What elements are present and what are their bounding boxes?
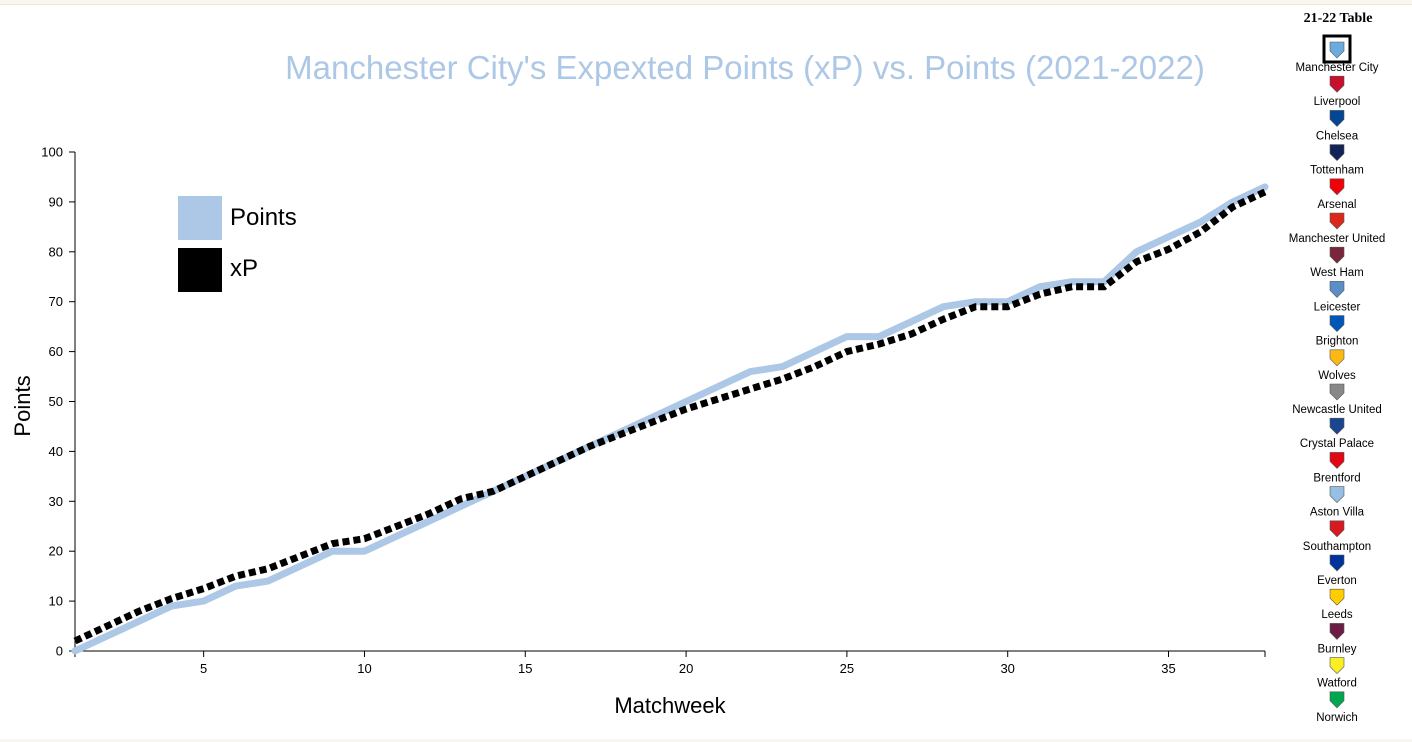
x-tick-label: 30 xyxy=(1000,661,1014,676)
team-item[interactable]: Tottenham xyxy=(1310,144,1364,177)
team-item[interactable]: Crystal Palace xyxy=(1300,417,1374,450)
man-united-badge-icon xyxy=(1329,212,1345,230)
brentford-badge-icon xyxy=(1329,452,1345,469)
team-item[interactable]: Aston Villa xyxy=(1310,486,1365,519)
team-name: Southampton xyxy=(1303,541,1371,553)
southampton-badge-icon xyxy=(1329,520,1345,538)
team-item[interactable]: Leeds xyxy=(1321,588,1353,621)
series-line-points xyxy=(71,183,1269,655)
leeds-badge-icon xyxy=(1329,588,1345,606)
team-item[interactable]: Chelsea xyxy=(1316,110,1359,142)
xp-vs-points-chart: Manchester City's Expexted Points (xP) v… xyxy=(10,11,1386,724)
team-item[interactable]: West Ham xyxy=(1310,246,1364,279)
legend-label-points: Points xyxy=(230,204,297,231)
chart-frame: Manchester City's Expexted Points (xP) v… xyxy=(0,4,1412,739)
y-axis-label: Points xyxy=(10,375,35,436)
liverpool-badge-icon xyxy=(1329,75,1345,93)
chelsea-badge-icon xyxy=(1329,110,1345,127)
data-lines xyxy=(71,183,1269,655)
team-name: Aston Villa xyxy=(1310,507,1365,519)
team-item[interactable]: Southampton xyxy=(1303,520,1371,553)
y-tick-label: 70 xyxy=(49,294,63,309)
team-item[interactable]: Brighton xyxy=(1316,315,1359,348)
y-tick-label: 10 xyxy=(49,594,63,609)
y-tick-label: 90 xyxy=(49,194,63,209)
team-name: Arsenal xyxy=(1318,199,1357,211)
team-name: Manchester United xyxy=(1289,233,1386,245)
x-tick-label: 25 xyxy=(840,661,854,676)
team-name: Watford xyxy=(1317,678,1357,690)
tottenham-badge-icon xyxy=(1329,144,1345,162)
burnley-badge-icon xyxy=(1329,623,1345,640)
aston-villa-badge-icon xyxy=(1329,486,1345,504)
team-name: Brighton xyxy=(1316,336,1359,348)
y-tick-label: 30 xyxy=(49,494,63,509)
y-tick-label: 80 xyxy=(49,244,63,259)
x-tick-label: 10 xyxy=(357,661,371,676)
league-table: 21-22 Table Manchester City Liverpool Chel… xyxy=(1289,11,1386,724)
team-item[interactable]: Manchester City xyxy=(1295,34,1379,74)
team-name: Liverpool xyxy=(1314,96,1361,108)
team-item[interactable]: Liverpool xyxy=(1314,75,1361,108)
y-tick-label: 0 xyxy=(56,644,63,659)
team-item[interactable]: Wolves xyxy=(1318,349,1356,382)
x-tick-label: 35 xyxy=(1161,661,1175,676)
team-name: Wolves xyxy=(1318,370,1356,382)
x-axis-label: Matchweek xyxy=(614,693,726,718)
y-tick-label: 100 xyxy=(41,145,63,160)
arsenal-badge-icon xyxy=(1329,178,1345,196)
crystal-palace-badge-icon xyxy=(1329,417,1345,435)
team-name: Brentford xyxy=(1313,472,1360,484)
wolves-badge-icon xyxy=(1329,349,1345,367)
table-title: 21-22 Table xyxy=(1304,11,1373,26)
legend: Points xP xyxy=(178,196,297,292)
team-name: West Ham xyxy=(1310,267,1363,279)
norwich-badge-icon xyxy=(1329,691,1345,709)
legend-swatch-xp xyxy=(178,248,222,292)
man-city-badge-icon xyxy=(1329,41,1345,59)
y-tick-label: 20 xyxy=(49,544,63,559)
team-name: Chelsea xyxy=(1316,130,1359,142)
team-item[interactable]: Everton xyxy=(1317,554,1357,587)
x-tick-label: 20 xyxy=(679,661,693,676)
newcastle-badge-icon xyxy=(1329,383,1345,401)
y-tick-label: 50 xyxy=(49,394,63,409)
team-item[interactable]: Arsenal xyxy=(1318,178,1357,211)
everton-badge-icon xyxy=(1329,554,1345,572)
team-list: Manchester City Liverpool Chelsea Tottenham… xyxy=(1289,34,1386,724)
team-item[interactable]: Brentford xyxy=(1313,452,1361,484)
team-name: Manchester City xyxy=(1295,62,1378,74)
team-item[interactable]: Norwich xyxy=(1316,691,1358,724)
watford-badge-icon xyxy=(1329,657,1345,675)
brighton-badge-icon xyxy=(1329,315,1345,333)
team-item[interactable]: Watford xyxy=(1317,657,1357,690)
chart-title: Manchester City's Expexted Points (xP) v… xyxy=(285,49,1205,86)
team-name: Newcastle United xyxy=(1292,404,1381,416)
axes: 5 10 15 20 25 30 35 0 10 20 30 40 50 60 70 80 90 100 xyxy=(41,145,1266,676)
team-item[interactable]: Leicester xyxy=(1314,281,1361,313)
team-item[interactable]: Newcastle United xyxy=(1292,383,1382,416)
x-tick-label: 5 xyxy=(200,661,207,676)
team-name: Crystal Palace xyxy=(1300,438,1374,450)
team-name: Burnley xyxy=(1318,643,1357,655)
team-name: Everton xyxy=(1317,575,1357,587)
x-tick-label: 15 xyxy=(518,661,532,676)
y-tick-label: 40 xyxy=(49,444,63,459)
legend-label-xp: xP xyxy=(230,255,258,282)
legend-swatch-points xyxy=(178,196,222,240)
team-name: Tottenham xyxy=(1310,165,1364,177)
team-item[interactable]: Manchester United xyxy=(1289,212,1386,245)
west-ham-badge-icon xyxy=(1329,246,1345,264)
series-line-xp xyxy=(73,188,1267,645)
team-name: Leicester xyxy=(1314,301,1361,313)
team-name: Norwich xyxy=(1316,712,1358,724)
y-tick-label: 60 xyxy=(49,344,63,359)
leicester-badge-icon xyxy=(1329,281,1345,298)
team-item[interactable]: Burnley xyxy=(1318,623,1357,655)
team-name: Leeds xyxy=(1321,609,1353,621)
